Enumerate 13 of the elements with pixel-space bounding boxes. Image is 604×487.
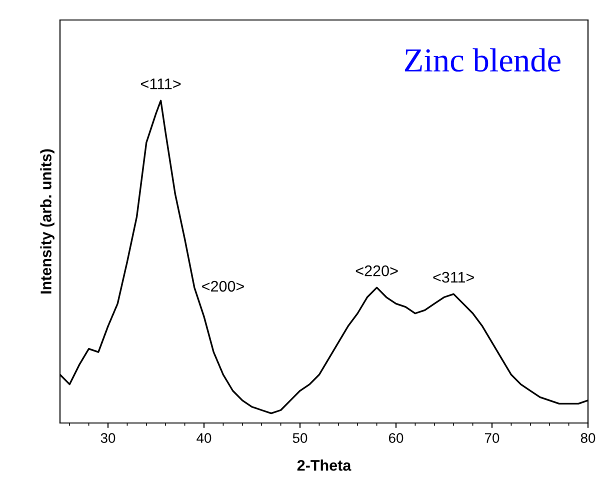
x-tick-label: 30 xyxy=(100,433,116,443)
x-axis-title: 2-Theta xyxy=(297,460,352,471)
x-tick-label: 80 xyxy=(580,433,596,443)
x-tick-label: 60 xyxy=(388,433,404,443)
annotation: <200> xyxy=(202,280,244,292)
x-tick-label: 70 xyxy=(484,433,500,443)
annotation: <311> xyxy=(433,272,474,283)
y-axis-title: Intensity (arb. units) xyxy=(40,149,54,294)
annotation: <111> xyxy=(141,78,181,90)
text: Zinc blende xyxy=(404,48,560,72)
x-tick-label: 40 xyxy=(196,433,212,443)
x-tick-label: 50 xyxy=(292,433,308,443)
annotation: <220> xyxy=(356,265,398,276)
